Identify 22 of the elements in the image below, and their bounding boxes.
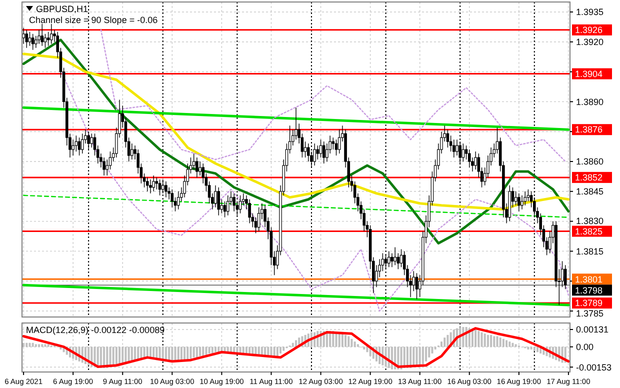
ref-line-label: 1.3789	[575, 298, 603, 308]
y-tick-label: 1.3920	[576, 37, 604, 48]
y-tick-label: 1.3830	[576, 216, 604, 226]
ref-line-label: 1.3798	[575, 285, 603, 296]
y-tick-label: 0.00	[576, 342, 594, 352]
text: Channel size = 90 Slope = -0.06	[29, 15, 158, 25]
y-tick-label: 1.3890	[576, 96, 604, 107]
chart-title: MACD(12,26,9) -0.00122 -0.00089	[26, 325, 165, 335]
ref-line-label: 1.3801	[575, 274, 603, 284]
ref-line-label: 1.3825	[575, 226, 603, 236]
ref-line-label: 1.3876	[575, 124, 603, 135]
y-tick-label: -0.00153	[576, 362, 612, 372]
y-tick-label: 1.3860	[576, 156, 604, 167]
y-tick-label: 1.3815	[576, 246, 604, 256]
y-tick-label: 0.00131	[576, 324, 609, 335]
ref-line-label: 1.3904	[575, 68, 603, 79]
ref-line-label: 1.3852	[575, 172, 603, 183]
chart-title: GBPUSD,H1	[36, 4, 88, 14]
y-tick-label: 1.3785	[576, 308, 604, 319]
ref-line-label: 1.3926	[575, 25, 603, 36]
y-tick-label: 1.3845	[576, 186, 604, 197]
y-tick-label: 1.3935	[576, 7, 604, 18]
